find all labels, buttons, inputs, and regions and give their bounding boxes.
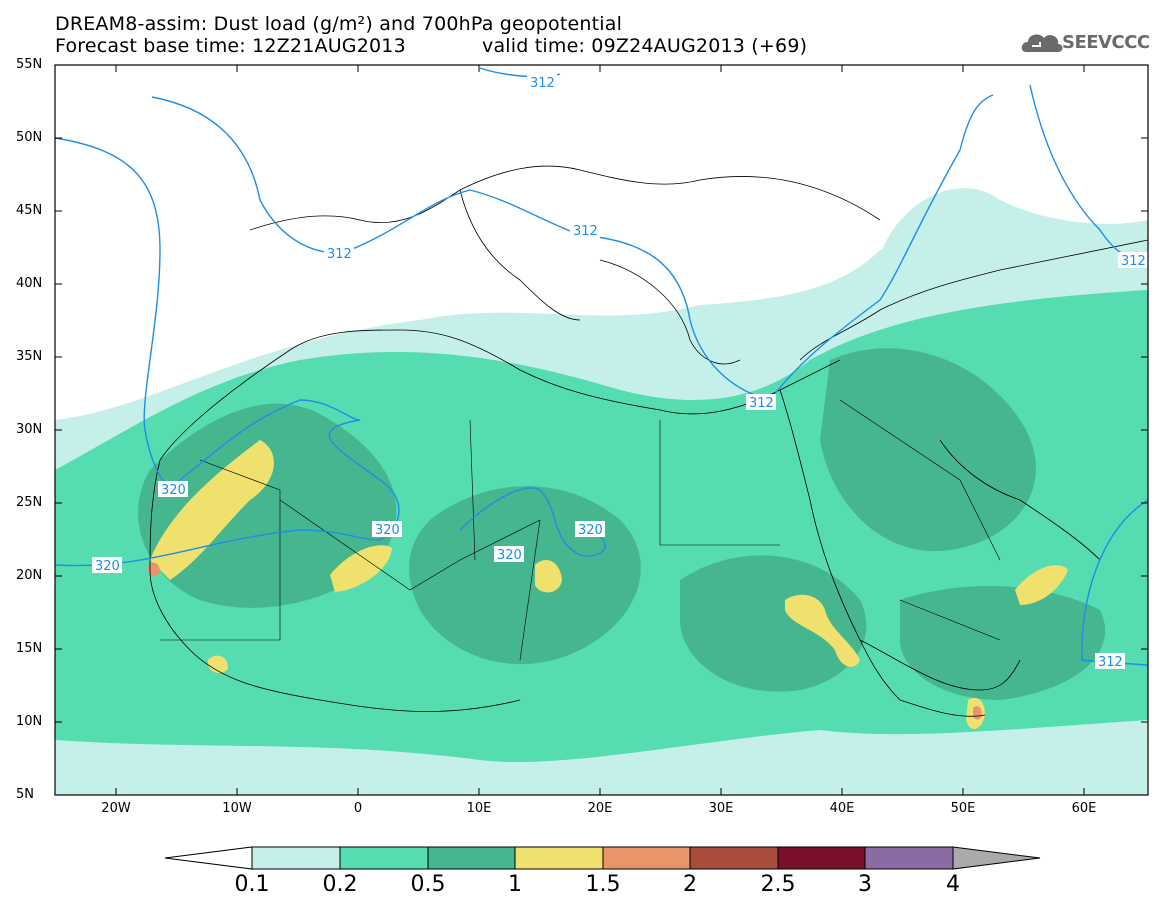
dust-region-0.5a: [138, 403, 397, 608]
colorbar-label: 2.5: [760, 872, 796, 897]
contour-label: 312: [324, 245, 354, 262]
colorbar-bin: [251, 846, 341, 870]
lat-label: 35N: [16, 349, 43, 364]
lat-label: 25N: [16, 495, 43, 510]
cloud-icon: [1021, 34, 1063, 52]
colorbar-bin: [864, 846, 954, 870]
colorbar-bin: [689, 846, 779, 870]
contour-label: 320: [372, 521, 402, 538]
colorbar-over: [952, 846, 1041, 870]
colorbar-label: 1.5: [585, 872, 621, 897]
svg-text:312: 312: [1098, 655, 1123, 670]
dust-region-1c: [535, 560, 562, 593]
lat-label: 45N: [16, 203, 43, 218]
lat-label: 20N: [16, 568, 43, 583]
colorbar-bin: [777, 846, 866, 870]
svg-text:320: 320: [375, 523, 400, 538]
contour-label: 312: [746, 394, 776, 411]
dust-region-0.5e: [900, 586, 1106, 700]
logo-text: SEEVCCC: [1062, 32, 1150, 53]
dust-region-0.5c: [680, 555, 867, 692]
colorbar-label: 2: [683, 872, 697, 897]
colorbar-bin: [514, 846, 604, 870]
colorbar: [164, 846, 1041, 870]
lat-label: 55N: [16, 57, 43, 72]
lon-label: 20W: [101, 801, 131, 816]
dust-region-1f: [208, 655, 228, 674]
dust-region-1d: [785, 594, 860, 667]
contour-label: 320: [575, 521, 605, 538]
dust-region-1a: [150, 440, 274, 580]
contour-label: 312: [1095, 653, 1125, 670]
colorbar-label: 0.5: [410, 872, 446, 897]
lat-label: 15N: [16, 641, 43, 656]
dust-region-0.1-north: [880, 188, 1148, 320]
svg-text:320: 320: [95, 559, 120, 574]
lon-label: 50E: [950, 801, 976, 816]
country-borders: [160, 399, 1001, 661]
colorbar-bin: [427, 846, 516, 870]
lon-label: 40E: [829, 801, 855, 816]
colorbar-label: 1: [508, 872, 522, 897]
svg-text:312: 312: [573, 224, 598, 239]
colorbar-label: 0.2: [322, 872, 358, 897]
contour-label: 312: [527, 74, 557, 91]
svg-text:312: 312: [327, 247, 352, 262]
svg-text:312: 312: [1121, 254, 1146, 269]
contour-label: 312: [570, 222, 600, 239]
lat-label: 30N: [16, 422, 43, 437]
dust-region-1.5a: [148, 562, 160, 576]
lat-label: 50N: [16, 130, 43, 145]
svg-text:312: 312: [530, 76, 555, 91]
colorbar-under: [164, 846, 253, 870]
contour-label: 320: [494, 546, 524, 563]
lon-label: 60E: [1071, 801, 1097, 816]
contour-labels: 312 312 312 312 312 312 320 320 320 320 …: [92, 74, 1148, 670]
lat-label: 40N: [16, 276, 43, 291]
colorbar-label: 3: [858, 872, 872, 897]
lat-label: 10N: [16, 714, 43, 729]
colorbar-bin: [339, 846, 429, 870]
dust-region-1e: [1015, 565, 1068, 605]
geopotential-contours: [55, 67, 1148, 666]
lon-label: 30E: [708, 801, 734, 816]
colorbar-bin: [602, 846, 691, 870]
lon-label: 0: [353, 801, 363, 816]
axis-ticks: [55, 64, 1148, 795]
contour-label: 320: [158, 481, 188, 498]
coastlines: [149, 165, 1148, 717]
forecast-base-time: Forecast base time: 12Z21AUG2013: [55, 35, 406, 57]
svg-text:320: 320: [497, 548, 522, 563]
contour-label: 312: [1118, 252, 1148, 269]
colorbar-label: 4: [946, 872, 960, 897]
svg-text:312: 312: [749, 396, 774, 411]
contour-label: 320: [92, 557, 122, 574]
map-title: DREAM8-assim: Dust load (g/m²) and 700hP…: [55, 13, 623, 35]
lat-label: 5N: [16, 787, 34, 802]
lon-label: 10E: [466, 801, 492, 816]
dust-region-1b: [330, 545, 392, 592]
valid-time: valid time: 09Z24AUG2013 (+69): [482, 35, 808, 57]
lon-label: 10W: [222, 801, 252, 816]
svg-text:320: 320: [161, 483, 186, 498]
lon-label: 20E: [587, 801, 613, 816]
svg-text:320: 320: [578, 523, 603, 538]
dust-region-0.5d: [820, 348, 1036, 552]
colorbar-label: 0.1: [234, 872, 270, 897]
